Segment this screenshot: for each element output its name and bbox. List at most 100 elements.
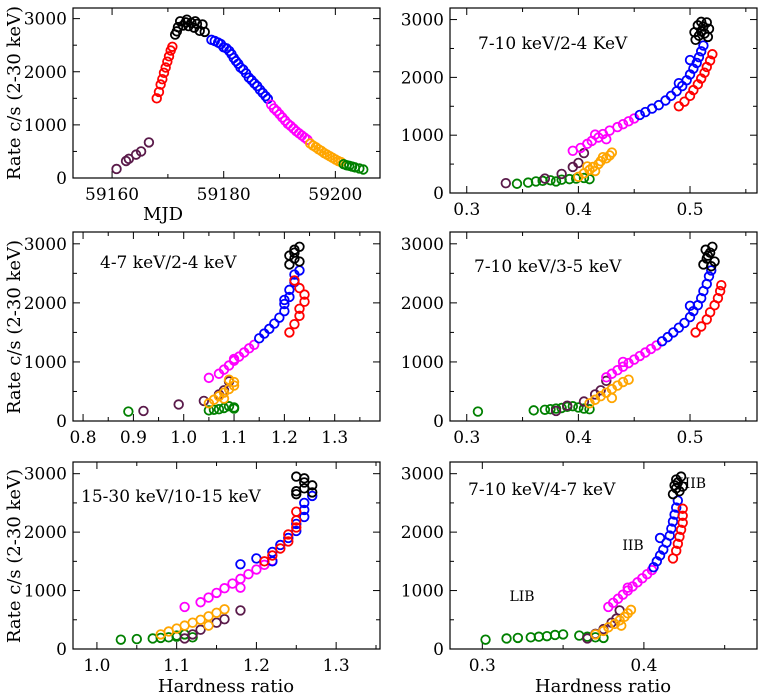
data-point: [279, 294, 290, 306]
plot-frame: [72, 231, 381, 422]
data-point: [545, 175, 556, 186]
data-point: [702, 250, 714, 261]
data-point: [283, 536, 294, 547]
data-point: [671, 474, 682, 485]
data-point: [556, 402, 567, 414]
x-tick-label: 0.3: [453, 428, 480, 448]
x-tick-label: 0.8: [70, 428, 97, 448]
data-point: [285, 120, 296, 132]
series-7: [689, 16, 715, 45]
data-point: [158, 67, 170, 79]
series-7: [667, 471, 688, 500]
series-7: [291, 471, 318, 500]
data-point: [704, 307, 716, 318]
data-point: [550, 405, 562, 417]
data-point: [111, 163, 122, 175]
data-point: [299, 132, 310, 143]
data-point: [260, 90, 271, 102]
data-point: [625, 604, 637, 616]
data-point: [706, 261, 717, 272]
series-5: [656, 265, 717, 347]
series-7: [698, 241, 720, 272]
data-point: [557, 629, 569, 640]
x-tick-label: 1.0: [170, 428, 197, 448]
data-point: [228, 353, 240, 365]
data-point: [219, 604, 230, 615]
data-point: [248, 339, 260, 351]
branch-label-hib: HIB: [678, 476, 706, 492]
panel-annotation: 7-10 keV/2-4 KeV: [478, 34, 628, 54]
y-tick-label: 2000: [24, 63, 67, 83]
series-3: [169, 14, 210, 40]
y-tick-label: 2000: [401, 68, 444, 88]
data-point: [294, 310, 305, 322]
data-point: [677, 481, 688, 492]
series-3: [590, 604, 637, 640]
data-point: [702, 31, 714, 43]
data-point: [251, 564, 262, 575]
data-point: [299, 296, 310, 307]
branch-label-iib: IIB: [622, 538, 643, 554]
data-point: [279, 298, 290, 310]
series-2: [179, 605, 246, 644]
data-point: [218, 393, 230, 404]
data-point: [612, 121, 623, 133]
data-point: [573, 402, 584, 413]
series-5: [634, 40, 709, 121]
x-tick-label: 0.5: [676, 428, 703, 448]
data-point: [291, 486, 302, 497]
data-point: [668, 327, 679, 338]
series-6: [667, 503, 688, 564]
data-point: [664, 530, 675, 541]
y-tick-label: 0: [56, 169, 67, 189]
series-6: [284, 275, 310, 338]
data-point: [291, 518, 302, 530]
data-point: [601, 134, 612, 145]
data-point: [672, 495, 684, 506]
data-point: [539, 404, 551, 415]
data-point: [227, 578, 238, 589]
data-point: [289, 275, 300, 286]
y-tick-label: 3000: [401, 235, 444, 255]
data-point: [654, 532, 666, 544]
data-point: [194, 25, 205, 37]
data-point: [578, 396, 590, 407]
data-point: [550, 176, 562, 187]
series-1: [111, 137, 155, 175]
data-point: [634, 109, 645, 121]
x-tick-label: 1.1: [163, 656, 190, 676]
data-point: [203, 405, 215, 416]
data-point: [679, 317, 690, 329]
x-tick-label: 1.2: [243, 656, 270, 676]
x-tick-label: 1.3: [323, 656, 350, 676]
series-2: [550, 375, 612, 417]
panel-annotation: 7-10 keV/4-7 keV: [468, 480, 616, 500]
data-point: [213, 403, 225, 415]
x-tick-label: 1.0: [83, 656, 110, 676]
data-point: [135, 146, 147, 157]
data-point: [528, 405, 539, 416]
data-point: [582, 161, 593, 172]
data-point: [674, 531, 685, 543]
data-point: [567, 401, 579, 412]
x-axis-label: Hardness ratio: [158, 676, 294, 694]
x-tick-label: 0.9: [120, 428, 147, 448]
data-point: [673, 101, 685, 112]
data-point: [203, 372, 215, 384]
panel-6: 0.3 0.4 0 1000 2000 3000 7-10 keV/4-7 keV Hardn…: [401, 461, 758, 694]
panel-2: 0.3 0.4 0.5 0 1000 2000 3000 7-10 keV/2-4 KeV: [401, 7, 758, 220]
series-1: [123, 401, 240, 417]
y-tick-label: 1000: [401, 353, 444, 373]
series-3: [203, 374, 240, 409]
data-point: [123, 406, 134, 417]
data-point: [679, 96, 690, 107]
data-point: [578, 403, 590, 414]
y-tick-label: 3000: [24, 465, 67, 485]
data-point: [235, 605, 246, 616]
y-tick-label: 3000: [24, 10, 67, 30]
y-tick-label: 1000: [24, 353, 67, 373]
plot-frame: [449, 7, 758, 194]
data-point: [716, 279, 727, 291]
data-point: [275, 543, 286, 554]
